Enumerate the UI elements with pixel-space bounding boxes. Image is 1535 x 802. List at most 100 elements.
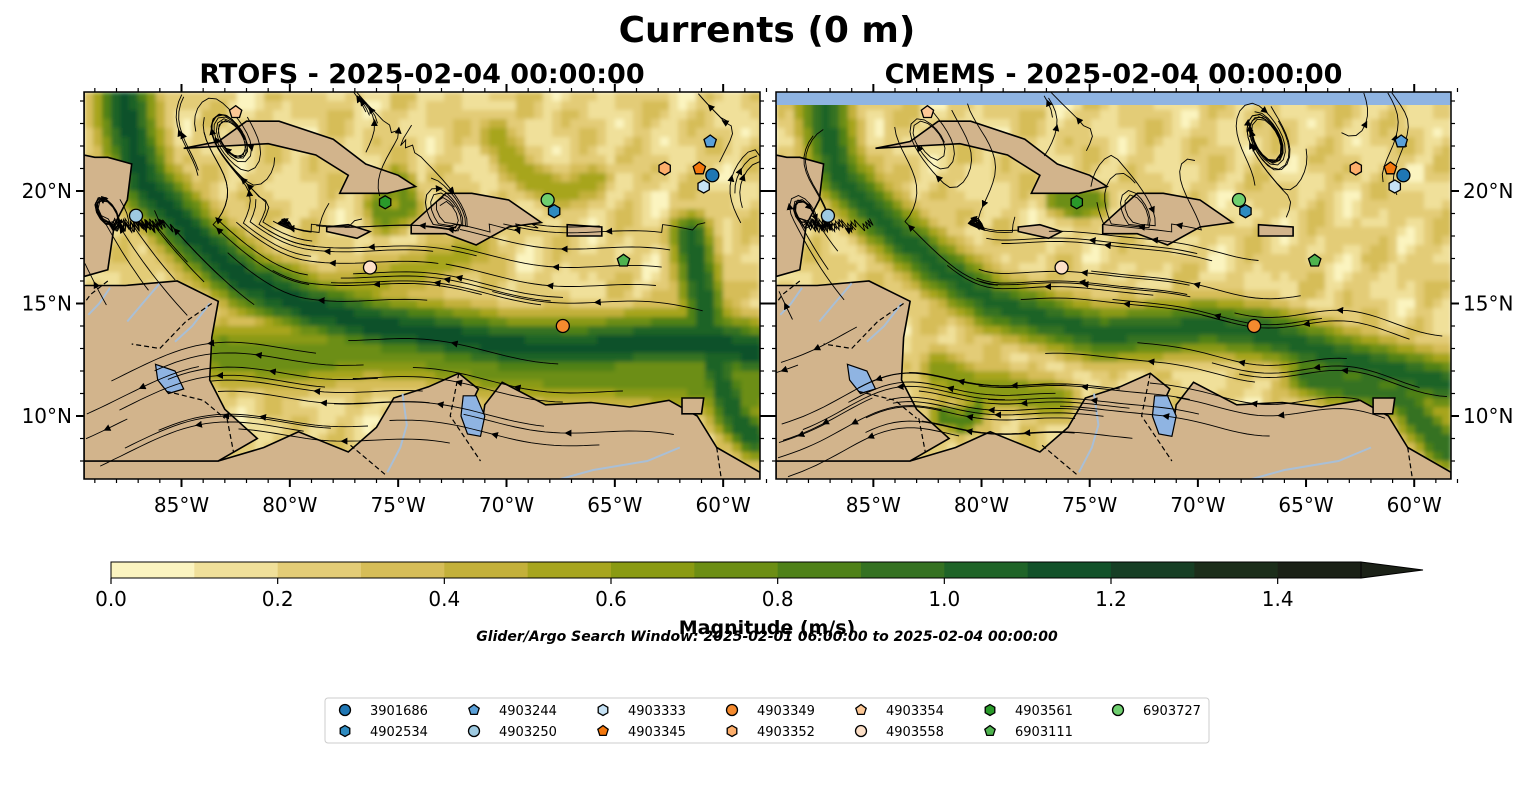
legend-marker-4903349: [725, 703, 739, 717]
legend-label: 4903349: [757, 704, 815, 719]
colorbar-bin: [194, 562, 279, 578]
float-marker-4903349: [555, 318, 570, 334]
lat-tick-label: 15°N: [1463, 292, 1513, 316]
river: [560, 446, 681, 479]
legend-item-4903244: 4903244: [468, 703, 557, 719]
land-trinidad: [681, 397, 705, 415]
legend-item-4902534: 4902534: [339, 724, 428, 740]
land-cuba: [875, 120, 1109, 195]
river: [1251, 446, 1372, 479]
legend-label: 4903352: [757, 725, 815, 740]
float-marker-4903558: [1054, 260, 1069, 275]
lat-tick-label: 20°N: [1463, 179, 1513, 203]
float-marker-4903558: [362, 260, 378, 275]
lon-tick-label: 80°W: [262, 493, 317, 517]
colorbar-bin: [1194, 562, 1279, 578]
lon-tick-label: 60°W: [696, 493, 751, 517]
lon-tick-label: 65°W: [587, 493, 642, 517]
land-hispaniola: [1101, 192, 1235, 246]
legend-marker-4903558: [854, 724, 868, 738]
colorbar-bin: [1277, 562, 1362, 578]
map-title: CMEMS - 2025-02-04 00:00:00: [885, 59, 1343, 90]
land-jamaica: [325, 223, 373, 240]
float-markers: [820, 104, 1411, 334]
colorbar: 0.0 0.2 0.4 0.6 0.8 1.0 1.2 1.4: [95, 561, 1424, 611]
streamlines: [84, 92, 760, 467]
float-marker-6903727: [540, 192, 555, 208]
country-border: [716, 447, 722, 477]
map-title: RTOFS - 2025-02-04 00:00:00: [199, 59, 644, 90]
float-marker-3901686: [1396, 168, 1411, 183]
colorbar-outline: [110, 561, 1362, 579]
float-marker-4903244: [1394, 134, 1409, 148]
map-frame: [775, 91, 1452, 480]
float-marker-4903349: [1246, 318, 1262, 334]
search-window-note: Glider/Argo Search Window: 2025-02-01 06…: [476, 629, 1058, 645]
river: [87, 287, 111, 316]
float-marker-4903561: [378, 195, 392, 210]
country-border: [166, 390, 226, 419]
legend-item-4903349: 4903349: [725, 703, 815, 719]
float-marker-6903111: [1307, 253, 1322, 267]
country-border: [1407, 447, 1413, 477]
legend-item-4903354: 4903354: [855, 703, 944, 719]
river: [818, 282, 853, 323]
legend-marker-6903727: [1111, 703, 1125, 717]
legend-item-4903558: 4903558: [854, 724, 944, 740]
float-marker-4903561: [1070, 195, 1084, 210]
colorbar-bin: [527, 562, 612, 578]
colorbar-bin: [111, 562, 195, 578]
colorbar-tick-label: 0.2: [262, 587, 294, 611]
colorbar-bin: [861, 562, 945, 578]
land-cuba: [183, 120, 418, 195]
country-border: [858, 390, 917, 419]
legend-marker-4903244: [468, 703, 480, 716]
float-marker-4902534: [1239, 203, 1252, 219]
country-border: [823, 303, 904, 350]
land-trinidad: [1372, 397, 1396, 415]
land-southAmerica: [84, 372, 760, 479]
lon-tick-label: 75°W: [1062, 493, 1117, 517]
figure-title: Currents (0 m): [619, 10, 916, 51]
lon-tick-label: 70°W: [1170, 493, 1225, 517]
axis-ticks: [768, 84, 1459, 487]
lon-tick-label: 60°W: [1387, 493, 1442, 517]
lon-tick-label: 85°W: [154, 493, 209, 517]
colorbar-tick-label: 0.6: [595, 587, 627, 611]
lat-tick-label: 20°N: [22, 179, 72, 203]
legend-item-6903111: 6903111: [984, 724, 1073, 740]
legend-label: 4903333: [628, 704, 686, 719]
no-data-band: [776, 92, 1451, 105]
lon-tick-label: 65°W: [1278, 493, 1333, 517]
map-frame: [83, 91, 761, 480]
colorbar-tick-label: 1.0: [928, 587, 960, 611]
legend-marker-4903345: [597, 724, 609, 737]
lake: [846, 363, 877, 395]
streamlines: [776, 92, 1448, 478]
cmems-map-panel: CMEMS - 2025-02-04 00:00:00 85°W 80°W 75°W 7…: [768, 59, 1513, 517]
river: [174, 302, 211, 343]
lat-tick-label: 10°N: [22, 404, 72, 428]
colorbar-bin: [944, 562, 1029, 578]
colorbar-bin: [694, 562, 779, 578]
legend-label: 6903111: [1015, 725, 1073, 740]
colorbar-bin: [611, 562, 695, 578]
lon-tick-label: 70°W: [479, 493, 534, 517]
float-marker-4903352: [1349, 161, 1363, 176]
legend-marker-4903352: [726, 724, 738, 738]
country-border: [918, 418, 926, 453]
float-marker-4903352: [658, 161, 671, 176]
lon-tick-label: 80°W: [954, 493, 1009, 517]
float-marker-4903333: [697, 179, 710, 194]
river: [866, 302, 903, 343]
legend-marker-4903250: [467, 724, 481, 738]
legend-item-4903250: 4903250: [467, 724, 557, 740]
land-puertoRico: [1257, 223, 1294, 237]
legend-marker-4903561: [984, 703, 996, 717]
float-marker-3901686: [705, 168, 720, 183]
legend-item-3901686: 3901686: [338, 703, 428, 719]
colorbar-bin: [444, 562, 529, 578]
legend-marker-6903111: [984, 724, 996, 737]
colorbar-extend-arrow: [1360, 561, 1424, 579]
legend-label: 3901686: [370, 704, 428, 719]
